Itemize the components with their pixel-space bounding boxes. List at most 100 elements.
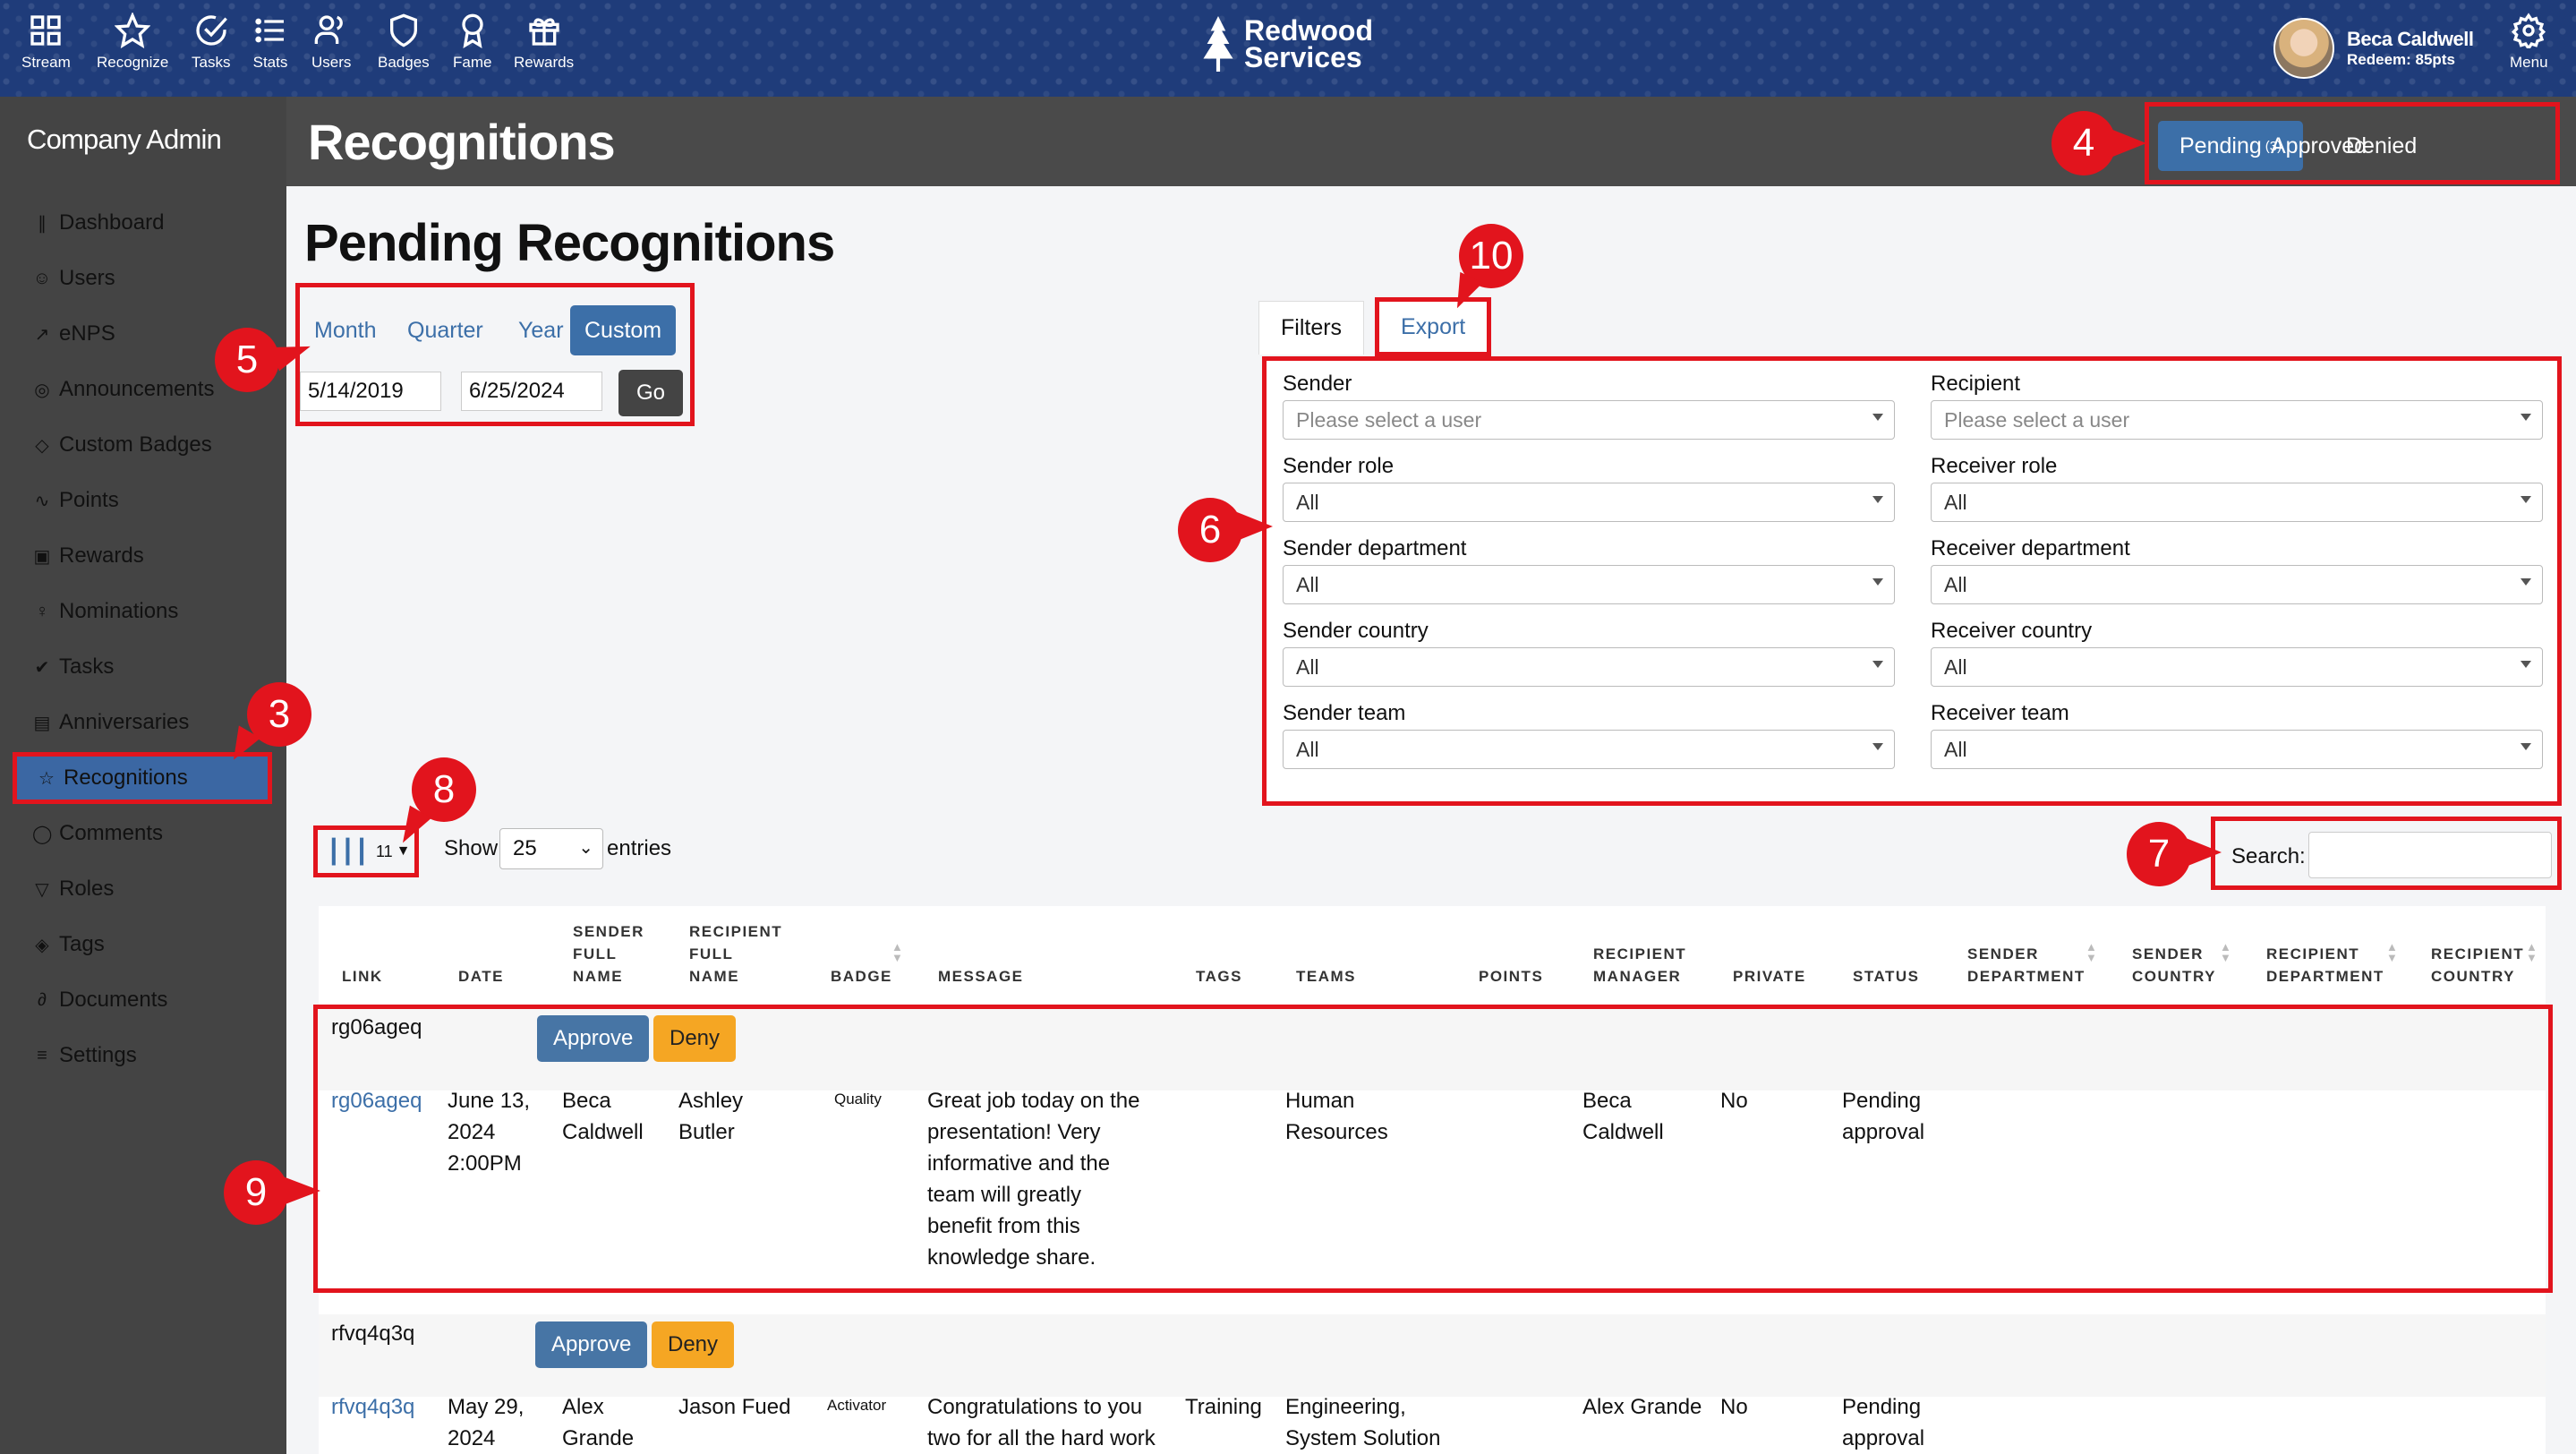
sidebar-item-tags[interactable]: ◈ Tags — [13, 919, 272, 971]
range-quarter-button[interactable]: Quarter — [407, 317, 483, 343]
receiver-department-select[interactable]: All — [1931, 565, 2543, 604]
user-name: Beca Caldwell — [2347, 28, 2474, 50]
th-line: FULL — [689, 945, 734, 962]
receiver-role-select[interactable]: All — [1931, 483, 2543, 522]
th-private[interactable]: PRIVATE — [1733, 968, 1806, 985]
nav-recognize[interactable]: Recognize — [97, 13, 168, 84]
start-date-input[interactable]: 5/14/2019 — [300, 372, 441, 411]
receiver-country-label: Receiver country — [1931, 619, 2093, 643]
nav-stream[interactable]: Stream — [21, 13, 71, 84]
tab-denied[interactable]: Denied — [2324, 121, 2438, 171]
sidebar-item-announcements[interactable]: ◎ Announcements — [13, 364, 272, 415]
th-tags[interactable]: TAGS — [1196, 968, 1242, 985]
approve-button[interactable]: Approve — [537, 1015, 650, 1062]
nav-badges[interactable]: Badges — [378, 13, 430, 84]
sidebar-item-roles[interactable]: ▽ Roles — [13, 863, 272, 915]
th-sender-full-name[interactable]: SENDER FULL NAME — [573, 920, 644, 988]
th-badge[interactable]: BADGE — [831, 968, 892, 985]
sender-department-select[interactable]: All — [1283, 565, 1895, 604]
nav-tasks[interactable]: Tasks — [192, 13, 230, 84]
sender-select[interactable]: Please select a user — [1283, 400, 1895, 440]
nav-stats[interactable]: Stats — [252, 13, 288, 84]
th-recipient-country[interactable]: RECIPIENT COUNTRY — [2431, 943, 2524, 988]
range-month-button[interactable]: Month — [314, 317, 377, 343]
sidebar-item-documents[interactable]: ∂ Documents — [13, 974, 272, 1026]
sidebar-item-custom-badges[interactable]: ◇ Custom Badges — [13, 419, 272, 471]
check-circle-icon — [196, 15, 227, 46]
private-cell: No — [1720, 1395, 1748, 1419]
sender-country-select[interactable]: All — [1283, 647, 1895, 687]
search-input[interactable] — [2308, 832, 2552, 878]
sidebar-item-recognitions[interactable]: ☆ Recognitions — [13, 752, 272, 804]
sidebar-item-settings[interactable]: ≡ Settings — [13, 1030, 272, 1082]
sidebar-item-enps[interactable]: ↗ eNPS — [13, 308, 272, 360]
menu-button[interactable]: Menu — [2510, 13, 2548, 84]
recognition-link[interactable]: rfvq4q3q — [331, 1395, 415, 1419]
highlighted-row-outline — [313, 1005, 2553, 1293]
sidebar-item-rewards[interactable]: ▣ Rewards — [13, 530, 272, 582]
range-year-button[interactable]: Year — [518, 317, 564, 343]
recipient-select[interactable]: Please select a user — [1931, 400, 2543, 440]
th-sender-department[interactable]: SENDER DEPARTMENT — [1967, 943, 2086, 988]
sidebar-item-comments[interactable]: ◯ Comments — [13, 808, 272, 860]
receiver-country-select[interactable]: All — [1931, 647, 2543, 687]
sender-country-label: Sender country — [1283, 619, 1429, 643]
sidebar-item-label: Recognitions — [64, 765, 188, 790]
sidebar-item-dashboard[interactable]: ∥ Dashboard — [13, 197, 272, 249]
tags-cell: Training — [1185, 1395, 1262, 1419]
nav-users[interactable]: Users — [311, 13, 351, 84]
nav-rewards[interactable]: Rewards — [514, 13, 574, 84]
deny-button[interactable]: Deny — [653, 1015, 737, 1062]
cell-line: 2:00PM — [448, 1151, 522, 1176]
sidebar-item-points[interactable]: ∿ Points — [13, 475, 272, 526]
teams-cell: Engineering, System Solution — [1285, 1391, 1440, 1454]
cell-line: Caldwell — [1582, 1120, 1664, 1144]
bar-chart-icon: ∥ — [38, 213, 47, 234]
column-visibility-button[interactable]: ┃┃┃ 11 ▼ — [313, 825, 419, 877]
tab-export[interactable]: Export — [1375, 297, 1492, 356]
th-message[interactable]: MESSAGE — [938, 968, 1024, 985]
th-date[interactable]: DATE — [458, 968, 505, 985]
receiver-team-select[interactable]: All — [1931, 730, 2543, 769]
th-sender-country[interactable]: SENDER COUNTRY — [2132, 943, 2216, 988]
th-recipient-full-name[interactable]: RECIPIENT FULL NAME — [689, 920, 782, 988]
user-profile[interactable]: Beca Caldwell Redeem: 85pts — [2273, 18, 2474, 79]
tab-approved-label: Approved — [2271, 133, 2367, 158]
sender-role-select[interactable]: All — [1283, 483, 1895, 522]
th-teams[interactable]: TEAMS — [1296, 968, 1356, 985]
recognition-link[interactable]: rg06ageq — [331, 1089, 422, 1113]
sidebar-item-nominations[interactable]: ♀ Nominations — [13, 586, 272, 637]
sidebar-item-anniversaries[interactable]: ▤ Anniversaries — [13, 697, 272, 748]
sender-team-select[interactable]: All — [1283, 730, 1895, 769]
tab-pending[interactable]: Pending (3) — [2158, 121, 2304, 171]
end-date-input[interactable]: 6/25/2024 — [461, 372, 602, 411]
caret-down-icon — [2521, 661, 2531, 668]
approve-button[interactable]: Approve — [535, 1321, 648, 1368]
cell-line: Alex — [562, 1395, 604, 1419]
nav-label: Fame — [453, 54, 492, 71]
th-line: RECIPIENT — [1593, 945, 1687, 962]
th-recipient-department[interactable]: RECIPIENT DEPARTMENT — [2266, 943, 2384, 988]
go-button[interactable]: Go — [618, 370, 683, 416]
range-custom-button[interactable]: Custom — [570, 305, 677, 355]
th-link[interactable]: LINK — [342, 968, 383, 985]
receiver-team-label: Receiver team — [1931, 701, 2069, 725]
entries-label: entries — [607, 836, 672, 860]
page-size-select[interactable]: 25 ⌄ — [499, 828, 603, 869]
th-recipient-manager[interactable]: RECIPIENT MANAGER — [1593, 943, 1686, 988]
cell-line: System Solution — [1285, 1426, 1441, 1450]
th-line: RECIPIENT — [2266, 945, 2360, 962]
brand-logo[interactable]: Redwood Services — [1199, 16, 1373, 72]
deny-button[interactable]: Deny — [652, 1321, 735, 1368]
th-points[interactable]: POINTS — [1479, 968, 1544, 985]
sidebar-item-users[interactable]: ☺ Users — [13, 252, 272, 304]
tab-filters[interactable]: Filters — [1258, 301, 1365, 355]
cell-line: Engineering, — [1285, 1395, 1406, 1419]
receiver-role-value: All — [1944, 490, 1967, 514]
th-status[interactable]: STATUS — [1853, 968, 1920, 985]
sidebar-item-tasks[interactable]: ✔ Tasks — [13, 641, 272, 693]
nav-fame[interactable]: Fame — [453, 13, 491, 84]
tab-approved[interactable]: Approved — [2249, 121, 2388, 171]
recipient-cell: Jason Fued — [678, 1395, 791, 1419]
callout-5: 5 — [215, 328, 279, 392]
